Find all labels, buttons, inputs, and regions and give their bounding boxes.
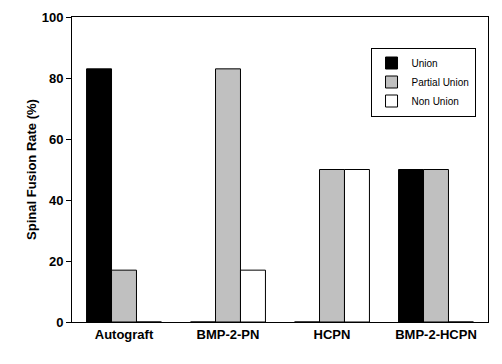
svg-text:BMP-2-PN: BMP-2-PN: [197, 327, 260, 342]
svg-text:80: 80: [49, 71, 63, 86]
svg-text:0: 0: [56, 315, 63, 330]
svg-text:Non Union: Non Union: [412, 96, 459, 107]
svg-text:Autograft: Autograft: [95, 327, 154, 342]
svg-text:20: 20: [49, 254, 63, 269]
svg-text:HCPN: HCPN: [314, 327, 351, 342]
svg-text:Spinal Fusion Rate (%): Spinal Fusion Rate (%): [24, 99, 39, 240]
svg-text:BMP-2-HCPN: BMP-2-HCPN: [395, 327, 477, 342]
svg-text:100: 100: [42, 10, 64, 25]
svg-text:Partial Union: Partial Union: [412, 77, 469, 88]
svg-text:Union: Union: [412, 58, 438, 69]
svg-text:60: 60: [49, 132, 63, 147]
svg-text:40: 40: [49, 193, 63, 208]
